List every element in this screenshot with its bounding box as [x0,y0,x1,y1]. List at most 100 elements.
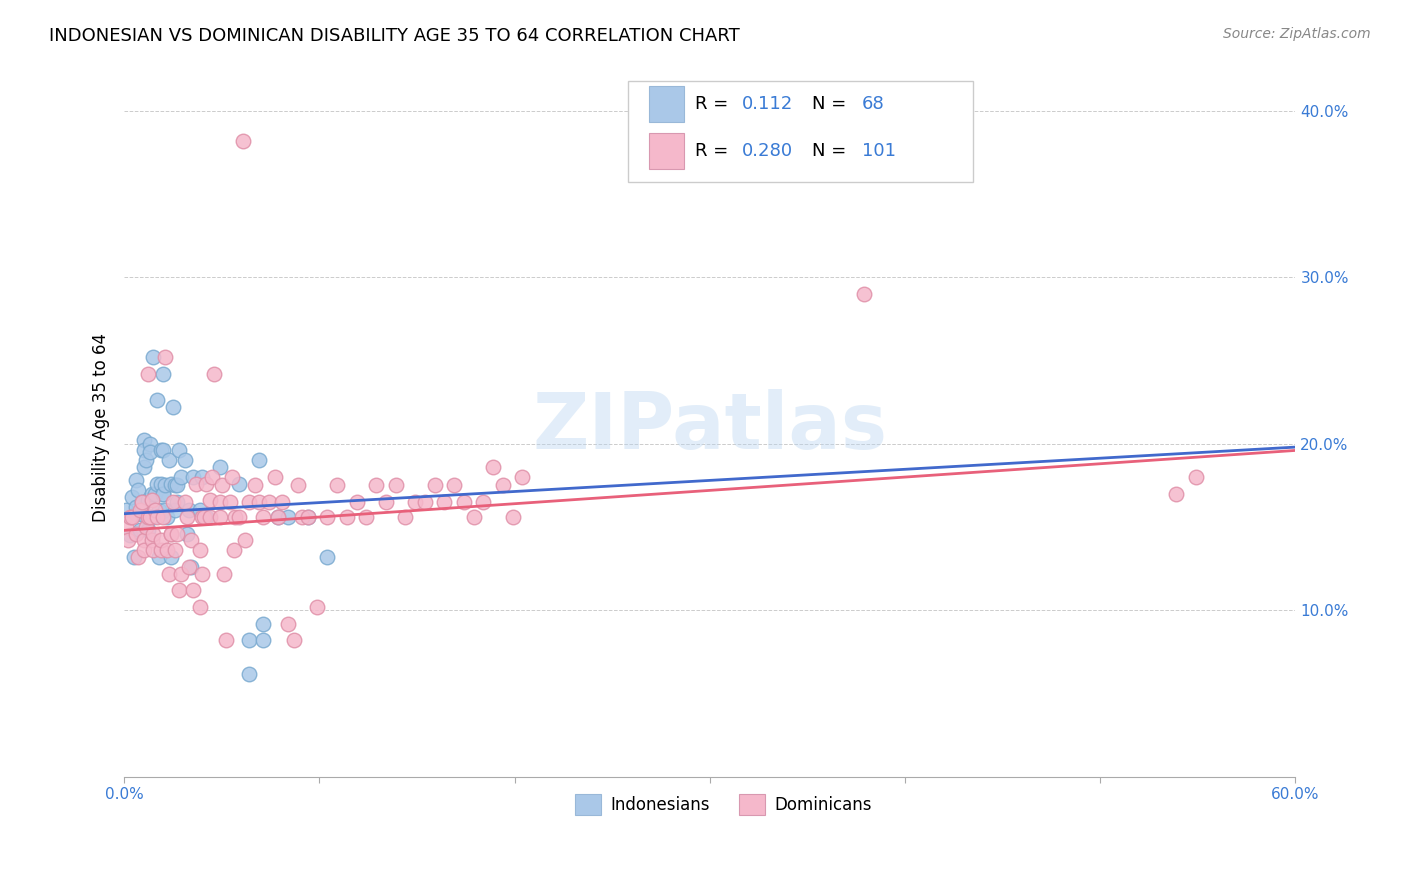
Point [142,543,165,558]
Point [146,510,169,524]
Point [170,566,193,581]
Point [346,495,368,509]
Point [132,443,155,458]
Point [160,526,183,541]
Point [238,495,260,509]
Point [482,460,505,475]
Point [202,367,225,381]
Point [131,503,153,517]
Point [291,510,314,524]
Point [138,510,160,524]
Point [263,470,285,484]
Point [138,510,160,524]
Point [136,493,159,508]
Point [228,510,250,524]
Point [163,543,186,558]
Point [492,478,515,492]
Point [316,549,339,564]
Point [364,478,387,492]
Point [167,583,190,598]
Point [413,495,436,509]
Point [1185,470,1208,484]
Point [195,476,218,491]
Point [152,443,174,458]
Point [277,616,299,631]
Point [177,560,200,574]
Point [238,666,260,681]
Text: ZIPatlas: ZIPatlas [533,389,887,465]
Point [453,495,475,509]
Point [316,510,339,524]
Point [115,503,138,517]
Point [193,510,215,524]
Point [277,510,299,524]
Text: N =: N = [811,95,852,112]
Point [127,483,149,498]
Point [117,533,139,548]
Point [136,367,159,381]
Text: Dominicans: Dominicans [775,796,872,814]
Text: 68: 68 [862,95,884,112]
Point [132,460,155,475]
Point [141,486,163,500]
Text: Source: ZipAtlas.com: Source: ZipAtlas.com [1223,27,1371,41]
Point [356,510,378,524]
Point [188,543,211,558]
Point [191,566,214,581]
Text: 0.280: 0.280 [741,142,793,160]
Point [150,476,173,491]
Point [472,495,495,509]
Point [283,633,305,648]
Point [156,510,179,524]
Point [181,470,204,484]
Point [186,476,208,491]
Point [257,495,280,509]
Point [208,495,231,509]
Point [138,436,160,450]
Point [252,510,274,524]
Point [423,478,446,492]
Point [145,486,167,500]
Point [135,520,157,534]
Point [221,470,243,484]
FancyBboxPatch shape [628,81,973,182]
Point [122,549,145,564]
Point [155,503,177,517]
Point [155,478,177,492]
Text: 0.112: 0.112 [741,95,793,112]
Point [120,510,142,524]
Point [243,478,266,492]
Point [152,510,174,524]
Point [125,526,148,541]
Point [176,526,198,541]
Point [121,490,143,504]
Point [131,507,153,521]
Point [142,510,165,524]
Point [297,510,319,524]
Point [160,476,183,491]
Text: 101: 101 [862,142,896,160]
Point [127,549,149,564]
Point [125,507,148,521]
Point [180,533,202,548]
Point [145,503,167,517]
Point [233,533,256,548]
Point [128,524,150,538]
FancyBboxPatch shape [650,133,685,169]
Point [512,470,534,484]
Point [198,493,221,508]
Point [166,526,188,541]
Point [394,510,416,524]
Point [115,520,138,534]
FancyBboxPatch shape [575,794,600,815]
Point [148,503,170,517]
Point [142,350,165,364]
Point [208,460,231,475]
Point [141,510,163,524]
Point [188,599,211,614]
Point [148,549,170,564]
Point [170,470,193,484]
Point [150,443,173,458]
Point [167,443,190,458]
Point [150,543,173,558]
